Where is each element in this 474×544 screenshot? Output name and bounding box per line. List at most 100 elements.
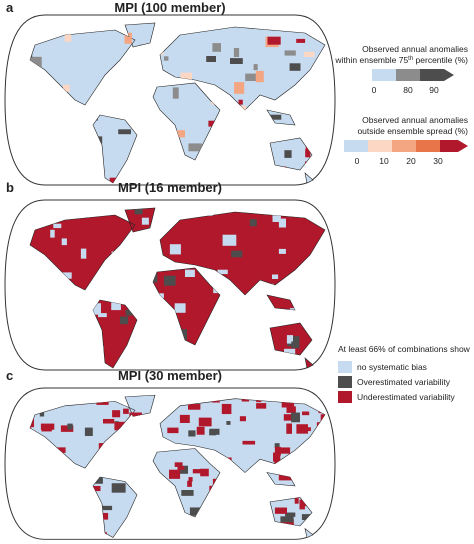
grid-cell [123,408,129,414]
grid-cell [57,447,66,453]
grid-cell [80,248,87,259]
grid-cell [274,507,287,514]
grid-cell [94,475,103,484]
colorbar-tick: 0 [372,85,377,95]
grid-cell [303,51,315,57]
legend-title: within ensemble 75th percentile (%) [334,55,468,65]
panel-label: a [6,0,14,15]
grid-cell [273,452,281,462]
grid-cell [198,417,212,427]
grid-cell [63,84,70,92]
panel-label: b [6,180,14,195]
grid-cell [174,462,183,467]
legend-item: Underestimated variability [357,392,456,402]
grid-cell [103,418,115,424]
grid-cell [212,43,221,52]
grid-cell [91,303,101,315]
colorbar-tick: 10 [379,156,389,166]
grid-cell [118,129,131,135]
grid-cell [196,426,205,435]
grid-cell [169,244,181,255]
grid-cell [179,414,190,423]
legend-swatch [338,376,352,388]
grid-cell [111,301,121,311]
grid-cell [253,64,258,71]
grid-cell [272,274,279,279]
grid-cell [296,38,306,43]
grid-cell [172,87,179,99]
grid-cell [239,416,246,422]
color-box [344,140,368,152]
grid-cell [330,534,336,541]
grid-cell [91,485,101,492]
grid-cell [12,530,24,539]
grid-cell [124,32,132,44]
grid-cell [11,21,19,26]
grid-cell [234,82,245,94]
grid-cell [114,421,125,431]
grid-cell [285,512,296,517]
legend-title: At least 66% of combinations show [338,344,471,354]
grid-cell [180,72,192,83]
grid-cell [112,410,121,418]
grid-cell [286,423,292,434]
grid-cell [177,466,185,470]
colorbar-within [372,69,454,81]
grid-cell [53,223,62,229]
grid-cell [163,56,169,61]
grid-cell [181,489,194,496]
grid-cell [111,483,126,493]
grid-cell [206,56,216,62]
color-arrow [440,140,468,152]
grid-cell [188,477,193,482]
grid-cell [125,309,132,316]
grid-cell [187,480,192,487]
grid-cell [217,269,228,275]
grid-cell [171,130,185,138]
grid-cell [200,468,209,477]
grid-cell [231,250,243,258]
grid-cell [255,70,264,83]
map-panel-c [4,387,336,541]
legend-title: Observed annual anomalies [362,44,468,54]
grid-cell [188,143,202,152]
grid-cell [141,217,149,225]
grid-cell [134,208,143,215]
grid-cell [305,149,311,158]
legend-title: outside ensemble spread (%) [357,126,468,136]
grid-cell [283,414,298,421]
grid-cell [152,274,158,283]
grid-cell [284,150,292,158]
grid-cell [192,469,204,474]
grid-cell [302,411,310,416]
grid-cell [181,329,187,340]
color-box [396,69,420,81]
grid-cell [274,446,281,456]
grid-cell [272,213,281,222]
grid-cell [287,336,300,347]
colorbar-tick: 30 [433,156,443,166]
map-panel-b [4,199,336,371]
panel-title: MPI (16 member) [118,180,222,195]
grid-cell [98,313,107,318]
panel-label: c [6,368,13,383]
color-box [416,140,440,152]
grid-cell [10,167,17,173]
legend-title-part: within ensemble 75 [334,55,408,65]
grid-cell [230,58,243,64]
grid-cell [221,403,232,415]
grid-cell [167,427,179,434]
legend-item: no systematic bias [357,362,427,372]
color-arrow [420,69,454,81]
color-box [372,69,396,81]
grid-cell [294,496,299,504]
colorbar-tick: 90 [429,85,439,95]
grid-cell [61,238,67,246]
grid-cell [226,421,231,425]
grid-cell [188,430,196,437]
grid-cell [60,272,72,279]
legend-item: Overestimated variability [357,377,451,387]
panel-title: MPI (30 member) [118,368,222,383]
grid-cell [256,403,267,409]
